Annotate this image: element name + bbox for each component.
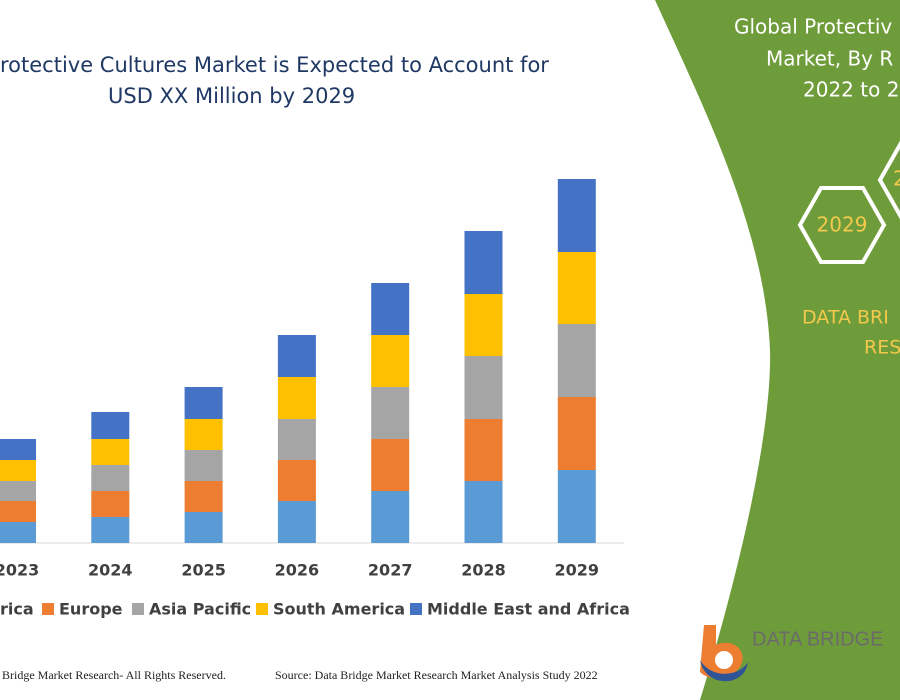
legend-swatch bbox=[42, 603, 54, 615]
bar-segment bbox=[184, 387, 223, 419]
x-tick-label: 2023 bbox=[0, 561, 39, 580]
legend-swatch bbox=[256, 603, 268, 615]
panel-heading: Market, By R bbox=[766, 47, 893, 71]
x-tick-label: 2025 bbox=[181, 561, 226, 580]
bar-segment bbox=[91, 412, 130, 439]
chart-title: USD XX Million by 2029 bbox=[108, 84, 355, 108]
bar-segment bbox=[91, 517, 130, 543]
bar-segment bbox=[371, 283, 410, 335]
legend-swatch bbox=[410, 603, 422, 615]
bar-segment bbox=[0, 522, 36, 543]
bar-segment bbox=[184, 450, 223, 481]
bar-segment bbox=[371, 387, 410, 439]
hexagon-label: 2 bbox=[893, 167, 900, 191]
logo-icon bbox=[700, 625, 748, 682]
bar-segment bbox=[0, 501, 36, 522]
side-panel bbox=[655, 0, 900, 700]
chart-title: rotective Cultures Market is Expected to… bbox=[0, 53, 549, 77]
bar-segment bbox=[371, 439, 410, 491]
bar-segment bbox=[371, 335, 410, 387]
panel-heading: 2022 to 2 bbox=[803, 78, 899, 102]
bar-segment bbox=[0, 460, 36, 481]
x-tick-label: 2028 bbox=[461, 561, 506, 580]
bar-segment bbox=[91, 465, 130, 491]
footer-rights: Bridge Market Research- All Rights Reser… bbox=[2, 668, 226, 682]
bar-segment bbox=[184, 512, 223, 543]
legend-label: Europe bbox=[59, 600, 123, 619]
footer-source: Source: Data Bridge Market Research Mark… bbox=[275, 668, 598, 682]
bar-segment bbox=[557, 252, 596, 324]
panel-brand: DATA BRI bbox=[802, 307, 889, 329]
bar-segment bbox=[277, 335, 316, 377]
x-tick-label: 2029 bbox=[555, 561, 600, 580]
hexagon bbox=[797, 186, 887, 264]
legend-label: Asia Pacific bbox=[149, 600, 251, 619]
bar-segment bbox=[464, 356, 503, 419]
x-tick-label: 2024 bbox=[88, 561, 133, 580]
legend-label: Middle East and Africa bbox=[427, 600, 630, 619]
bar-segment bbox=[0, 481, 36, 501]
hexagon-label: 2029 bbox=[817, 213, 868, 237]
bar-segment bbox=[464, 481, 503, 543]
legend-swatch bbox=[132, 603, 144, 615]
bar-segment bbox=[464, 294, 503, 356]
bar-segment bbox=[557, 324, 596, 397]
bar-segment bbox=[557, 470, 596, 543]
bar-segment bbox=[0, 439, 36, 460]
legend-label: South America bbox=[273, 600, 405, 619]
logo-text: DATA BRIDGE bbox=[752, 628, 884, 650]
bar-segment bbox=[464, 419, 503, 481]
legend-label: rica bbox=[0, 600, 34, 619]
bar-segment bbox=[557, 397, 596, 470]
bar-segment bbox=[277, 419, 316, 460]
bar-segment bbox=[464, 231, 503, 294]
bar-segment bbox=[557, 179, 596, 252]
panel-brand: RES bbox=[864, 337, 900, 359]
bar-segment bbox=[277, 460, 316, 501]
bar-segment bbox=[277, 377, 316, 419]
x-tick-label: 2027 bbox=[368, 561, 413, 580]
x-tick-label: 2026 bbox=[275, 561, 320, 580]
panel-heading: Global Protectiv bbox=[734, 15, 892, 39]
bar-segment bbox=[371, 491, 410, 543]
bar-segment bbox=[184, 481, 223, 512]
bar-segment bbox=[91, 439, 130, 465]
bar-segment bbox=[277, 501, 316, 543]
bar-segment bbox=[91, 491, 130, 517]
bar-segment bbox=[184, 419, 223, 450]
